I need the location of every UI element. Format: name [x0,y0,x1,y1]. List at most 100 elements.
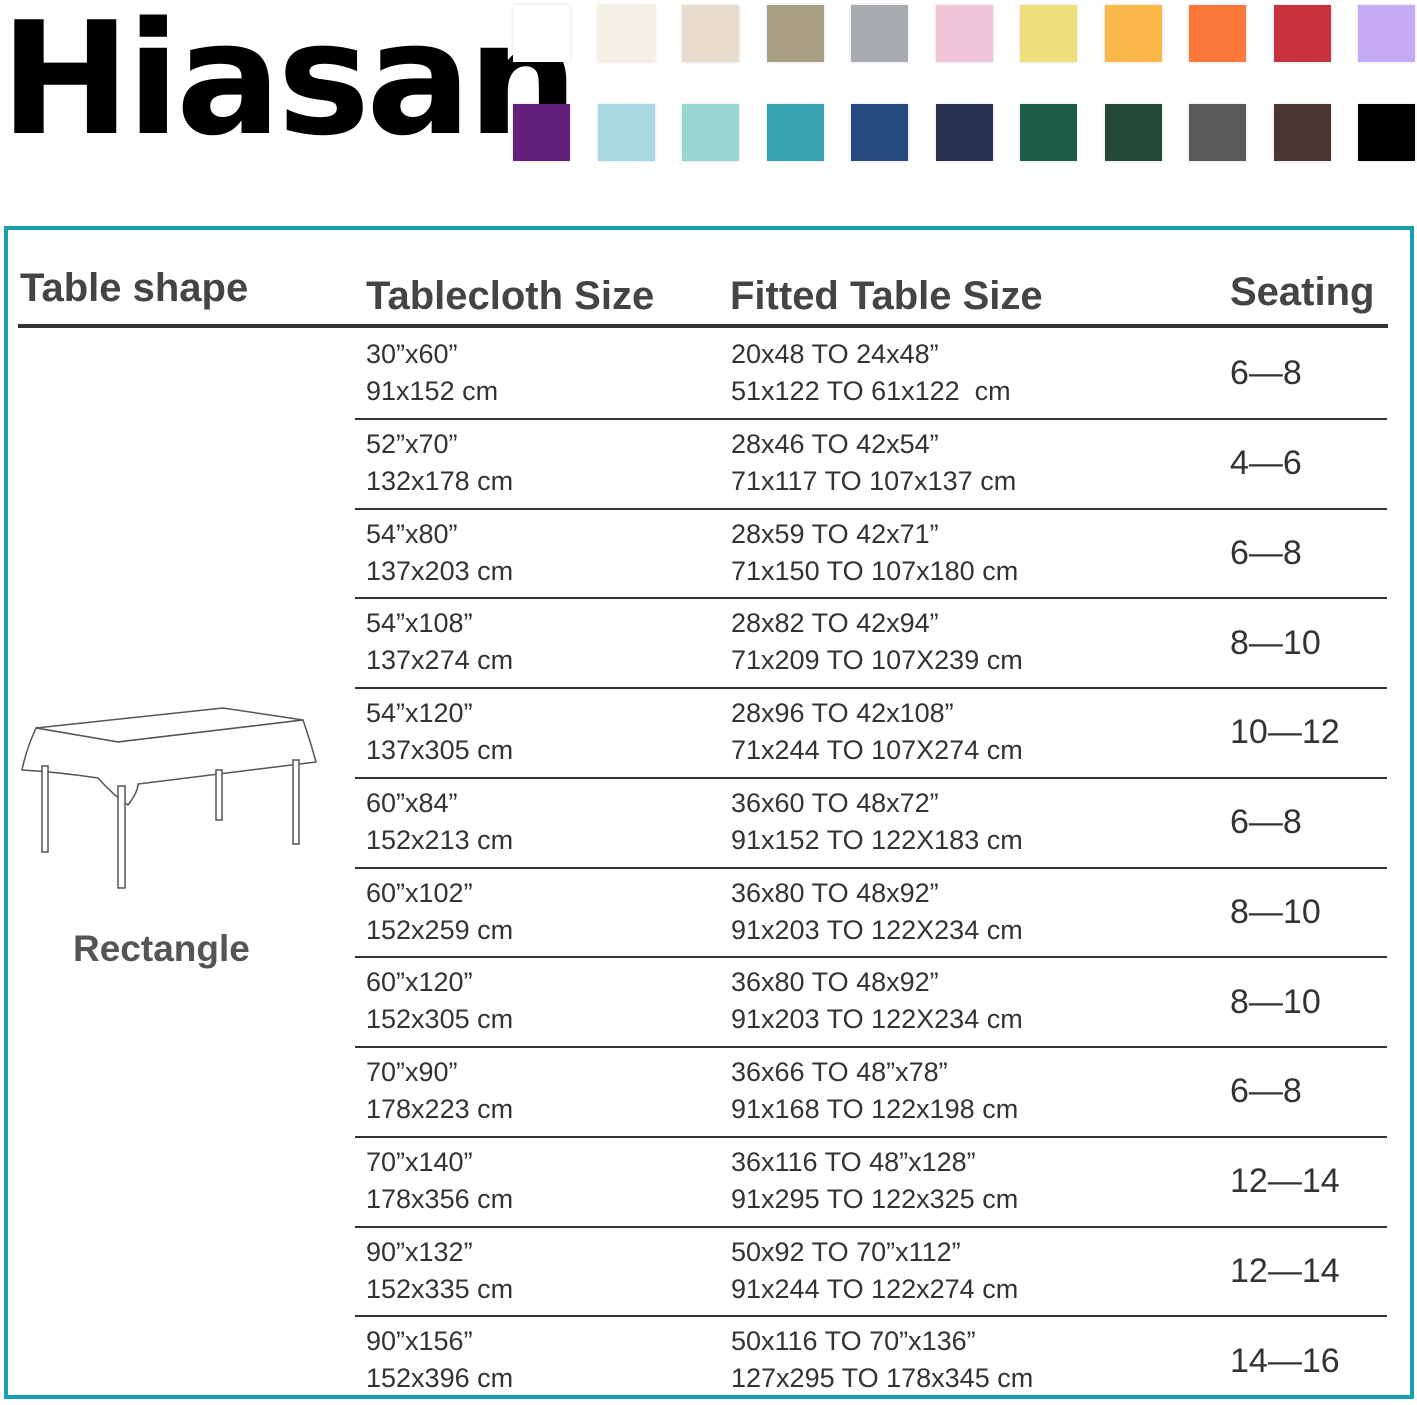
table-row: 54”x108” 137x274 cm 28x82 TO 42x94” 71x209… [355,599,1387,689]
fitted-size-inches: 28x46 TO 42x54” [731,428,939,459]
seating: 12—14 [1230,1162,1340,1201]
tablecloth-size-cm: 137x305 cm [366,735,514,765]
table-row: 60”x84” 152x213 cm 36x60 TO 48x72” 91x152 … [355,779,1387,869]
fitted-size-inches: 36x80 TO 48x92” [731,967,939,998]
table-row: 90”x156” 152x396 cm 50x116 TO 70”x136” 127… [355,1317,1387,1405]
tablecloth-size: 60”x84” 152x213 cm [366,785,513,859]
color-swatch[interactable] [851,104,908,161]
seating: 6—8 [1230,1072,1302,1111]
fitted-size-cm: 71x117 TO 107x137 cm [731,465,1017,496]
seating: 6—8 [1230,803,1302,842]
fitted-size-cm: 71x244 TO 107X274 cm [731,735,1023,765]
tablecloth-size-inches: 60”x84” [366,787,458,818]
seating: 8—10 [1230,982,1321,1021]
seating: 6—8 [1230,354,1302,393]
color-swatch[interactable] [513,104,570,161]
fitted-size-cm: 91x203 TO 122X234 cm [731,914,1023,945]
tablecloth-size-cm: 91x152 cm [366,376,499,406]
color-swatch[interactable] [766,104,824,161]
table-row: 90”x132” 152x335 cm 50x92 TO 70”x112” 91x2… [355,1228,1387,1318]
color-swatch[interactable] [1273,104,1331,161]
tablecloth-size: 70”x140” 178x356 cm [366,1144,513,1218]
brand-logo: Hiasan [0,0,578,170]
tablecloth-size: 54”x80” 137x203 cm [366,516,513,590]
seating: 6—8 [1230,533,1302,572]
color-swatch[interactable] [1189,5,1246,62]
fitted-size-cm: 71x209 TO 107X239 cm [731,645,1023,676]
color-swatch[interactable] [682,5,739,62]
tablecloth-size-inches: 90”x132” [366,1236,473,1267]
color-swatch[interactable] [935,5,993,62]
header-tablecloth-size: Tablecloth Size [366,274,655,318]
seating: 8—10 [1230,892,1321,931]
table-row: 70”x140” 178x356 cm 36x116 TO 48”x128” 91x… [355,1138,1387,1228]
fitted-size-inches: 28x82 TO 42x94” [731,608,939,639]
size-table: 30”x60” 91x152 cm 20x48 TO 24x48” 51x122 T… [355,330,1387,1405]
fitted-table-size: 36x80 TO 48x92” 91x203 TO 122X234 cm [731,964,1023,1038]
shape-label: Rectangle [73,928,250,969]
header-divider [18,324,1388,328]
fitted-size-inches: 36x66 TO 48”x78” [731,1057,948,1087]
color-swatch[interactable] [1189,104,1246,161]
color-swatch[interactable] [597,104,655,161]
tablecloth-size: 30”x60” 91x152 cm [366,336,498,410]
seating: 14—16 [1230,1341,1340,1380]
fitted-size-cm: 71x150 TO 107x180 cm [731,555,1019,586]
color-swatch[interactable] [1020,104,1077,161]
seating: 4—6 [1230,444,1302,483]
tablecloth-size-inches: 70”x140” [366,1146,473,1177]
tablecloth-size-cm: 152x259 cm [366,914,514,945]
tablecloth-size: 90”x156” 152x396 cm [366,1323,513,1397]
fitted-table-size: 28x96 TO 42x108” 71x244 TO 107X274 cm [731,695,1023,769]
table-row: 52”x70” 132x178 cm 28x46 TO 42x54” 71x117 … [355,420,1387,510]
fitted-size-cm: 91x168 TO 122x198 cm [731,1094,1019,1124]
color-swatch[interactable] [1273,5,1331,62]
fitted-size-inches: 36x60 TO 48x72” [731,787,939,818]
tablecloth-size: 60”x102” 152x259 cm [366,875,513,949]
fitted-table-size: 28x59 TO 42x71” 71x150 TO 107x180 cm [731,516,1018,590]
tablecloth-size-cm: 152x335 cm [366,1273,514,1304]
color-swatch[interactable] [682,104,739,161]
table-row: 60”x102” 152x259 cm 36x80 TO 48x92” 91x203… [355,869,1387,959]
tablecloth-size: 70”x90” 178x223 cm [366,1054,513,1128]
fitted-table-size: 28x82 TO 42x94” 71x209 TO 107X239 cm [731,605,1023,679]
color-swatch[interactable] [1104,104,1162,161]
table-row: 60”x120” 152x305 cm 36x80 TO 48x92” 91x203… [355,958,1387,1048]
tablecloth-size-inches: 60”x102” [366,877,473,908]
size-chart-frame [4,226,1414,1399]
tablecloth-size: 54”x120” 137x305 cm [366,695,513,769]
fitted-size-cm: 127x295 TO 178x345 cm [731,1363,1034,1394]
fitted-size-inches: 36x116 TO 48”x128” [731,1146,976,1177]
fitted-size-inches: 28x96 TO 42x108” [731,698,954,728]
tablecloth-size-cm: 178x223 cm [366,1094,514,1124]
table-row: 30”x60” 91x152 cm 20x48 TO 24x48” 51x122 T… [355,330,1387,420]
fitted-size-inches: 20x48 TO 24x48” [731,339,939,369]
tablecloth-size-cm: 178x356 cm [366,1183,514,1214]
tablecloth-size-inches: 54”x80” [366,518,458,549]
table-row: 54”x80” 137x203 cm 28x59 TO 42x71” 71x150 … [355,510,1387,600]
header-seating: Seating [1230,270,1375,314]
swatch-row [513,104,1417,161]
color-swatch[interactable] [935,104,993,161]
fitted-table-size: 36x116 TO 48”x128” 91x295 TO 122x325 cm [731,1144,1018,1218]
tablecloth-size: 54”x108” 137x274 cm [366,605,513,679]
fitted-size-cm: 91x244 TO 122x274 cm [731,1273,1019,1304]
color-swatch[interactable] [513,5,570,62]
color-swatch[interactable] [1020,5,1077,62]
seating: 12—14 [1230,1251,1340,1290]
color-swatch[interactable] [1358,5,1415,62]
color-swatch[interactable] [1358,104,1415,161]
color-swatch[interactable] [597,5,655,62]
color-swatch[interactable] [766,5,824,62]
tablecloth-size-cm: 137x274 cm [366,645,514,676]
color-swatch[interactable] [851,5,908,62]
tablecloth-size-inches: 30”x60” [366,339,458,369]
tablecloth-size: 90”x132” 152x335 cm [366,1234,513,1308]
tablecloth-size-cm: 132x178 cm [366,465,514,496]
fitted-table-size: 36x66 TO 48”x78” 91x168 TO 122x198 cm [731,1054,1018,1128]
color-swatch[interactable] [1104,5,1162,62]
header-table-shape: Table shape [20,266,249,310]
fitted-size-cm: 91x295 TO 122x325 cm [731,1183,1019,1214]
header-fitted-table-size: Fitted Table Size [730,274,1043,318]
fitted-size-inches: 50x92 TO 70”x112” [731,1236,961,1267]
